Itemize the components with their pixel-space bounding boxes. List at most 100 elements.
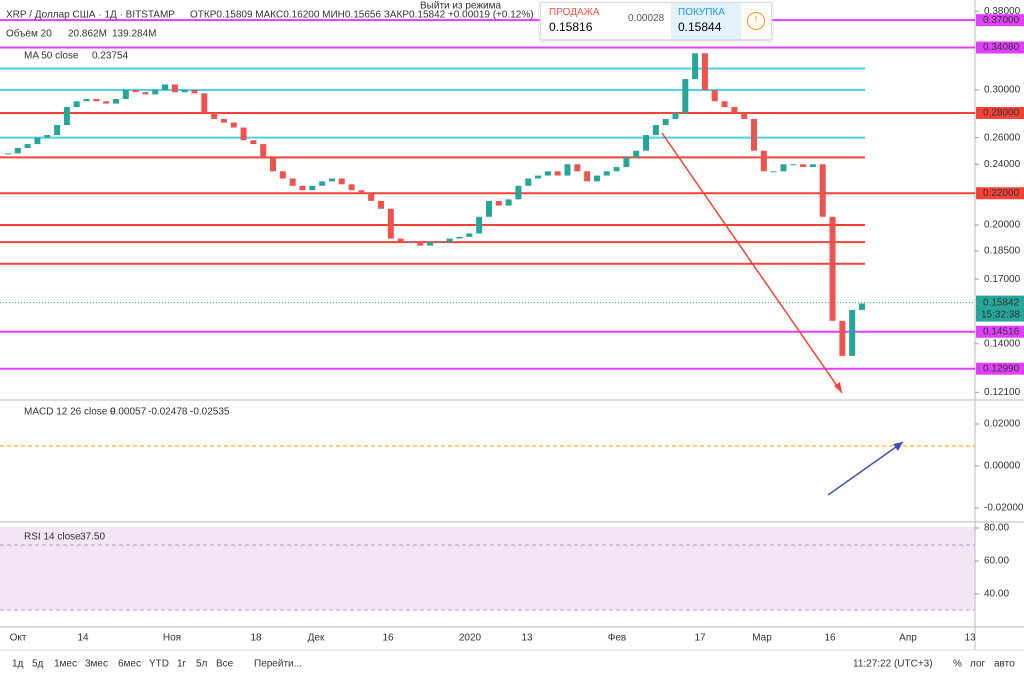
last-price-label: 0.15842 — [983, 297, 1020, 308]
rsi-band — [0, 527, 975, 610]
candle — [103, 101, 110, 104]
time-label: Дек — [308, 633, 325, 644]
spread: 0.00028 — [628, 13, 665, 24]
candle — [250, 140, 257, 145]
range-button[interactable]: Все — [216, 659, 234, 670]
auto-toggle[interactable]: авто — [994, 659, 1015, 670]
candle — [574, 164, 581, 172]
range-button[interactable]: 6мес — [118, 659, 141, 670]
time-label: Окт — [10, 633, 27, 644]
candle — [309, 185, 316, 191]
candle — [142, 92, 149, 95]
candle — [633, 150, 640, 158]
candle — [446, 238, 453, 243]
candle — [358, 190, 365, 194]
ohlc: ОТКР0.15809 МАКС0.16200 МИН0.15656 ЗАКР0… — [190, 10, 534, 21]
candle — [407, 242, 414, 244]
buy-label: ПОКУПКА — [678, 7, 725, 18]
arrow-head — [834, 382, 842, 393]
level-tag — [976, 362, 1024, 375]
candle — [260, 144, 267, 158]
candle — [338, 178, 345, 185]
time-label: Ноя — [163, 633, 181, 644]
price-tick-label: 0.30000 — [984, 85, 1021, 96]
range-button[interactable]: 3мес — [85, 659, 108, 670]
percent-toggle[interactable]: % — [953, 659, 962, 670]
legend: Объём 20 — [6, 28, 52, 40]
price-tick-label: 0.18500 — [984, 246, 1021, 257]
candle — [5, 153, 11, 155]
price-tick-label: 0.20000 — [984, 220, 1021, 231]
candle — [564, 164, 571, 176]
candle — [289, 178, 296, 186]
candle — [692, 53, 699, 80]
range-button[interactable]: 1д — [12, 659, 24, 670]
candle — [711, 89, 718, 102]
range-button[interactable]: 1мес — [54, 659, 77, 670]
candle — [701, 53, 708, 90]
candle — [348, 184, 355, 191]
rsi-tick-label: 60.00 — [984, 556, 1009, 567]
candle — [34, 137, 41, 145]
range-button[interactable]: 1г — [177, 659, 187, 670]
time-label: 17 — [694, 633, 706, 644]
candle — [515, 185, 522, 200]
time-label: 2020 — [459, 633, 482, 644]
candle — [662, 118, 669, 126]
candle — [809, 164, 816, 168]
time-label: 13 — [964, 633, 976, 644]
candle — [201, 93, 208, 113]
candle — [427, 242, 434, 246]
legend-value: 0.23754 — [92, 51, 129, 62]
price-tick-label: 0.38000 — [984, 6, 1021, 17]
legend: MA 50 close — [24, 51, 79, 62]
candle — [770, 171, 777, 173]
info-icon[interactable]: ! — [747, 12, 765, 30]
legend-value: 0.00057 — [110, 407, 147, 418]
candle — [83, 98, 90, 102]
candle — [397, 238, 404, 243]
candle — [220, 118, 227, 123]
legend-value: 139.284M — [112, 29, 156, 40]
range-button[interactable]: YTD — [149, 659, 169, 670]
buy-box[interactable] — [671, 3, 741, 39]
candle — [790, 164, 797, 166]
price-tick-label: 0.26000 — [984, 132, 1021, 143]
time-label: 16 — [824, 633, 836, 644]
candle — [279, 171, 286, 179]
sell-price[interactable]: 0.15816 — [549, 20, 593, 34]
candle — [751, 118, 758, 151]
level-tag — [976, 41, 1024, 54]
legend-value: 20.862M — [68, 29, 107, 40]
range-button[interactable]: 5д — [32, 659, 44, 670]
candle — [44, 135, 51, 138]
level-tag — [976, 187, 1024, 200]
candle — [387, 208, 394, 239]
candle — [535, 175, 542, 179]
candle — [613, 167, 620, 172]
candle — [780, 164, 787, 172]
candle — [14, 148, 21, 154]
candle — [819, 164, 826, 217]
price-tick-label: 0.24000 — [984, 159, 1021, 170]
candle — [721, 101, 728, 108]
candle — [181, 89, 188, 93]
candle — [741, 112, 748, 119]
candle — [378, 200, 385, 209]
buy-price[interactable]: 0.15844 — [678, 20, 722, 34]
candle — [63, 107, 70, 126]
countdown: 15:32:38 — [981, 309, 1020, 320]
range-button[interactable]: 5л — [196, 659, 208, 670]
candle — [54, 125, 61, 136]
candle — [760, 150, 767, 172]
hint: Выйти из режима — [420, 1, 501, 12]
candle — [270, 157, 277, 172]
price-tick-label: 0.12100 — [984, 387, 1021, 398]
log-toggle[interactable]: лог — [970, 659, 986, 670]
candle — [456, 236, 463, 239]
rsi-tick-label: 40.00 — [984, 589, 1009, 600]
goto-button[interactable]: Перейти... — [254, 659, 302, 670]
candle — [672, 112, 679, 119]
candle — [93, 98, 100, 102]
